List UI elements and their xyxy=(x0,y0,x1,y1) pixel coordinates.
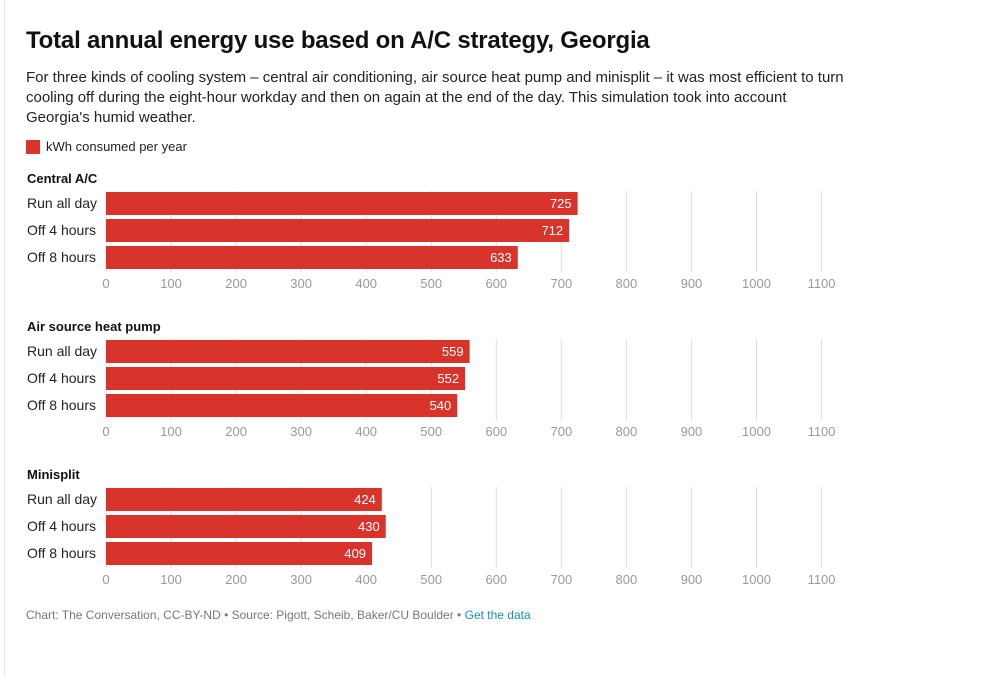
x-tick-label: 800 xyxy=(616,424,638,439)
x-tick-label: 300 xyxy=(290,424,312,439)
x-tick-label: 800 xyxy=(616,276,638,291)
category-label: Off 4 hours xyxy=(27,222,96,238)
category-label: Off 4 hours xyxy=(27,518,96,534)
category-label: Run all day xyxy=(27,343,97,359)
x-tick-label: 100 xyxy=(160,424,182,439)
x-tick-label: 200 xyxy=(225,572,247,587)
x-tick-label: 700 xyxy=(550,572,572,587)
x-tick-label: 200 xyxy=(225,276,247,291)
x-tick-label: 100 xyxy=(160,276,182,291)
bar xyxy=(106,367,466,390)
x-tick-label: 1100 xyxy=(808,276,836,291)
bar xyxy=(106,394,458,417)
chart-subtitle: For three kinds of cooling system – cent… xyxy=(26,69,844,126)
x-tick-label: 400 xyxy=(355,572,377,587)
x-tick-label: 1000 xyxy=(742,276,771,291)
bar xyxy=(106,192,578,215)
category-label: Run all day xyxy=(27,195,97,211)
category-label: Off 8 hours xyxy=(27,545,96,561)
bar-value-label: 430 xyxy=(358,519,380,534)
x-tick-label: 500 xyxy=(420,276,442,291)
x-tick-label: 400 xyxy=(355,276,377,291)
footer-credit: Chart: The Conversation, CC-BY-ND • Sour… xyxy=(26,608,462,622)
category-label: Off 8 hours xyxy=(27,249,96,265)
x-tick-label: 700 xyxy=(550,276,572,291)
bar xyxy=(106,542,373,565)
bar-value-label: 559 xyxy=(442,344,464,359)
category-label: Off 4 hours xyxy=(27,370,96,386)
bar xyxy=(106,219,570,242)
page-left-rule xyxy=(4,0,5,676)
legend-label: kWh consumed per year xyxy=(46,139,187,154)
panel-title: Minisplit xyxy=(27,467,80,482)
x-tick-label: 600 xyxy=(485,276,507,291)
x-tick-label: 0 xyxy=(102,572,109,587)
get-the-data-link[interactable]: Get the data xyxy=(464,608,531,622)
bar-value-label: 633 xyxy=(490,250,512,265)
panel-title: Air source heat pump xyxy=(27,319,161,334)
panel-title: Central A/C xyxy=(27,171,98,186)
bar-value-label: 712 xyxy=(541,223,563,238)
x-tick-label: 0 xyxy=(102,424,109,439)
x-tick-label: 1100 xyxy=(808,424,836,439)
x-tick-label: 700 xyxy=(550,424,572,439)
x-tick-label: 900 xyxy=(681,276,703,291)
bar xyxy=(106,246,518,269)
chart-footer: Chart: The Conversation, CC-BY-ND • Sour… xyxy=(26,608,531,622)
x-tick-label: 200 xyxy=(225,424,247,439)
bar-value-label: 540 xyxy=(430,398,452,413)
x-tick-label: 900 xyxy=(681,424,703,439)
x-tick-label: 1000 xyxy=(742,572,771,587)
x-tick-label: 500 xyxy=(420,572,442,587)
x-tick-label: 800 xyxy=(616,572,638,587)
legend-swatch xyxy=(26,139,40,154)
bar-value-label: 725 xyxy=(550,196,572,211)
bar-value-label: 552 xyxy=(437,371,459,386)
bar xyxy=(106,340,470,363)
bar xyxy=(106,515,386,538)
category-label: Run all day xyxy=(27,491,97,507)
x-tick-label: 1100 xyxy=(808,572,836,587)
category-label: Off 8 hours xyxy=(27,397,96,413)
x-tick-label: 1000 xyxy=(742,424,771,439)
x-tick-label: 500 xyxy=(420,424,442,439)
x-tick-label: 600 xyxy=(485,572,507,587)
x-tick-label: 900 xyxy=(681,572,703,587)
bar-value-label: 409 xyxy=(344,546,366,561)
x-tick-label: 300 xyxy=(290,276,312,291)
x-tick-label: 300 xyxy=(290,572,312,587)
x-tick-label: 0 xyxy=(102,276,109,291)
x-tick-label: 100 xyxy=(160,572,182,587)
chart-area: 0 100 200 300 400 500 600 700 800 900 1000 1100Cent… xyxy=(27,171,836,587)
legend: kWh consumed per year xyxy=(26,139,187,154)
x-tick-label: 600 xyxy=(485,424,507,439)
bar xyxy=(106,488,382,511)
bar-value-label: 424 xyxy=(354,492,376,507)
x-tick-label: 400 xyxy=(355,424,377,439)
chart-title: Total annual energy use based on A/C str… xyxy=(26,27,650,54)
